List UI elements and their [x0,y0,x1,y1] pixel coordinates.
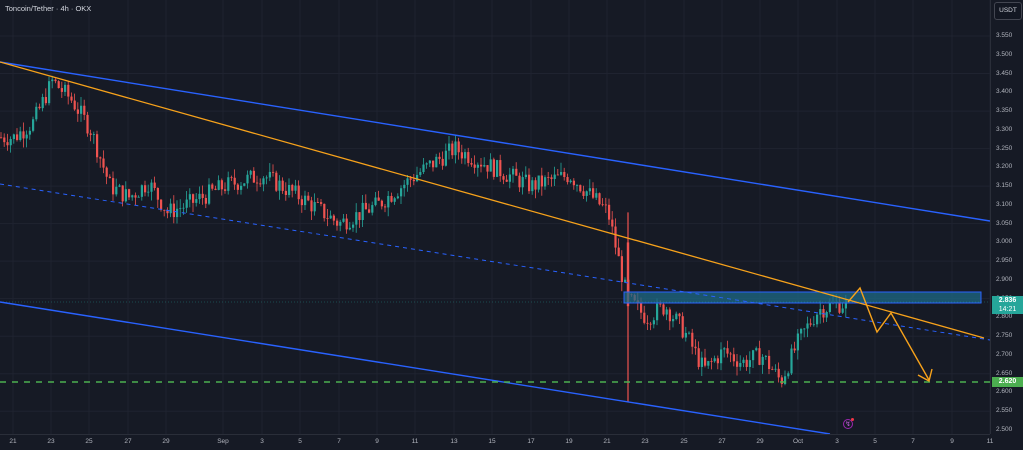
price-tick: 3.100 [996,200,1013,208]
price-tick: 3.050 [996,219,1013,227]
time-tick: 11 [411,438,419,445]
projection-arrowhead [917,368,933,383]
time-tick: 15 [488,438,496,445]
price-tick: 3.250 [996,144,1013,152]
price-tick: 3.000 [996,238,1013,246]
orange-trendline[interactable] [0,61,985,339]
time-tick: 25 [680,438,688,445]
time-tick: 3 [260,438,264,445]
time-tick: 29 [756,438,764,445]
price-tick: 2.900 [996,275,1013,283]
price-tick: 2.700 [996,350,1013,358]
time-tick: 3 [835,438,839,445]
resistance-zone[interactable] [623,291,982,304]
symbol-title[interactable]: Toncoin/Tether · 4h · OKX [5,4,92,13]
price-tick: 2.650 [996,369,1013,377]
alert-notification-dot [851,418,854,421]
last-price-value: 2.836 [998,297,1017,304]
support-price-tag: 2.620 [992,377,1023,387]
time-tick: 11 [986,438,994,445]
time-tick: 27 [718,438,726,445]
price-chart-canvas[interactable] [0,0,990,434]
price-tick: 3.150 [996,182,1013,190]
price-tick: 3.450 [996,69,1013,77]
time-tick: 23 [641,438,649,445]
time-tick: 23 [47,438,55,445]
time-tick: 7 [911,438,915,445]
price-axis[interactable]: USDT 3.550 3.500 3.450 3.400 3.350 3.300 3.250… [990,0,1023,434]
time-tick: 13 [450,438,458,445]
time-tick: 9 [950,438,954,445]
price-tick: 3.350 [996,107,1013,115]
channel-lower-line[interactable] [0,301,831,434]
chart-drawings [0,61,990,434]
time-tick: Oct [792,438,804,445]
price-tick: 2.500 [996,426,1013,433]
price-tick: 3.550 [996,32,1013,40]
time-tick: 29 [162,438,170,445]
time-tick: 5 [298,438,302,445]
time-tick: Sep [217,438,229,445]
time-tick: 19 [565,438,573,445]
time-axis[interactable]: 21 23 25 27 29 Sep 3 5 7 9 11 13 15 17 19 21 23 25 27 29 Oct… [0,434,993,450]
time-tick: 5 [873,438,877,445]
grid-lines [0,0,990,434]
last-price-tag: 2.836 14:21 [992,296,1023,314]
price-tick: 3.400 [996,88,1013,96]
projected-path[interactable] [847,286,930,381]
time-tick: 27 [124,438,132,445]
price-tick: 2.600 [996,388,1013,396]
time-tick: 21 [603,438,611,445]
time-tick: 25 [85,438,93,445]
price-tick: 2.750 [996,332,1013,340]
time-tick: 7 [337,438,341,445]
price-tick: 3.500 [996,50,1013,58]
channel-mid-dashed-line[interactable] [0,183,990,341]
price-tick: 2.800 [996,313,1013,321]
candlestick-series [0,75,847,402]
time-tick: 9 [375,438,379,445]
lightning-alert-icon[interactable]: ↯ [843,419,853,429]
price-tick: 3.300 [996,125,1013,133]
price-tick: 3.200 [996,163,1013,171]
time-tick: 21 [9,438,17,445]
price-tick: 2.950 [996,257,1013,265]
price-tick: 2.550 [996,407,1013,415]
time-tick: 17 [527,438,535,445]
currency-button[interactable]: USDT [994,2,1022,20]
channel-upper-line[interactable] [0,61,990,222]
bar-countdown: 14:21 [998,306,1017,313]
